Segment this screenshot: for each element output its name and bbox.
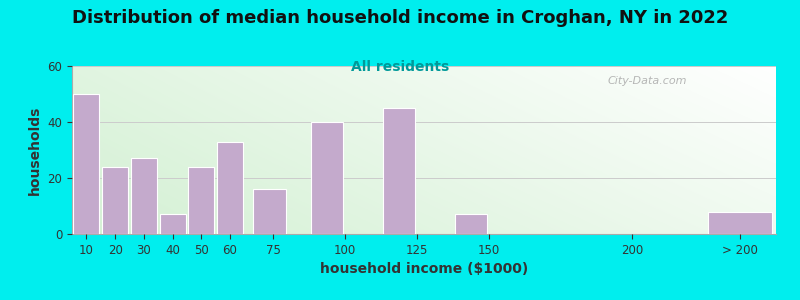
Bar — [454, 214, 487, 234]
X-axis label: household income ($1000): household income ($1000) — [320, 262, 528, 276]
Bar — [382, 108, 415, 234]
Text: Distribution of median household income in Croghan, NY in 2022: Distribution of median household income … — [72, 9, 728, 27]
Bar — [254, 189, 286, 234]
Y-axis label: households: households — [28, 105, 42, 195]
Bar — [160, 214, 186, 234]
Text: City-Data.com: City-Data.com — [607, 76, 686, 86]
Text: All residents: All residents — [351, 60, 449, 74]
Bar — [708, 212, 773, 234]
Bar — [311, 122, 343, 234]
Bar — [74, 94, 99, 234]
Bar — [188, 167, 214, 234]
Bar — [102, 167, 128, 234]
Bar — [131, 158, 157, 234]
Bar — [217, 142, 243, 234]
